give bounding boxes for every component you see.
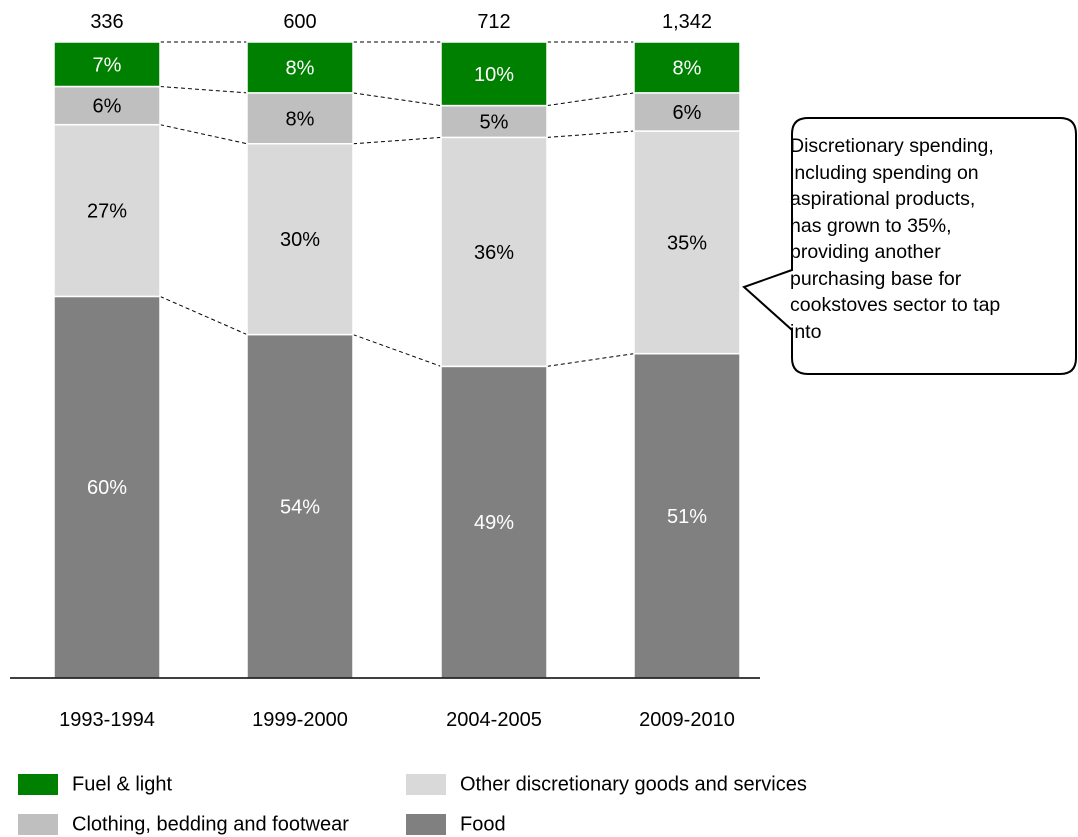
segment-label: 36% [474, 242, 514, 264]
connector-lines [159, 41, 635, 367]
legend-item-food: Food [406, 812, 506, 837]
callout-line: aspirational products, [790, 188, 976, 210]
segment-label: 30% [280, 229, 320, 251]
segment-label: 49% [474, 512, 514, 534]
legend-swatch [406, 774, 446, 796]
legend-label: Fuel & light [72, 773, 173, 796]
total-label: 600 [283, 11, 316, 33]
bar-segment [633, 352, 741, 679]
bars [53, 41, 741, 679]
legend-swatch [18, 814, 58, 836]
connector-line [546, 353, 635, 367]
segment-label: 51% [667, 506, 707, 528]
bar-segment [440, 41, 548, 107]
segment-label: 10% [474, 64, 514, 86]
bar-segment [633, 41, 741, 94]
callout-line: cookstoves sector to tap [790, 294, 1001, 316]
bar-segment [53, 41, 161, 88]
callout-line: including spending on [790, 161, 979, 184]
callout-line: has grown to 35%, [790, 214, 952, 237]
bar-segment [633, 92, 741, 132]
bar-segment [440, 365, 548, 679]
callout-line: providing another [790, 241, 941, 263]
connector-line [352, 334, 442, 367]
total-label: 336 [90, 11, 123, 33]
legend-item-clothing: Clothing, bedding and footwear [18, 812, 349, 837]
legend-item-other-discretionary: Other discretionary goods and services [406, 772, 807, 797]
connector-line [159, 295, 248, 336]
bar-segment [633, 130, 741, 355]
bar-segment [246, 92, 354, 145]
total-label: 1,342 [662, 11, 712, 33]
segment-label: 8% [673, 57, 702, 79]
segment-label: 8% [286, 108, 315, 130]
x-tick-label: 2004-2005 [446, 709, 542, 731]
segment-label: 54% [280, 496, 320, 518]
bar-segment [53, 85, 161, 126]
segment-label: 7% [93, 54, 122, 76]
legend-item-fuel-light: Fuel & light [18, 772, 172, 797]
callout-line: purchasing base for [790, 267, 962, 290]
legend-label: Clothing, bedding and footwear [72, 813, 349, 836]
segment-label: 60% [87, 477, 127, 499]
bar-segment [246, 143, 354, 336]
segment-labels: 60% 27% 6% 7% 54% 30% 8% 8% 49% 36% 5% 10% 51% 35% 6% 8… [87, 54, 707, 534]
x-tick-label: 1993-1994 [59, 709, 155, 731]
connector-line [352, 92, 442, 107]
bar-segment [440, 136, 548, 368]
callout-text: Discretionary spending, including spendi… [790, 133, 1075, 345]
legend-swatch [406, 814, 446, 836]
connector-line [159, 124, 248, 145]
bar-segment [440, 104, 548, 139]
segment-label: 5% [480, 112, 509, 134]
connector-line [546, 130, 635, 138]
bar-segment [246, 41, 354, 94]
callout-line: into [790, 320, 822, 343]
total-labels: 336 600 712 1,342 [90, 11, 712, 33]
connector-line [159, 86, 248, 94]
connector-line [352, 136, 442, 145]
total-label: 712 [477, 11, 510, 33]
legend-swatch [18, 774, 58, 796]
x-tick-label: 1999-2000 [252, 709, 348, 731]
bar-segment [53, 295, 161, 679]
legend-label: Other discretionary goods and services [460, 773, 807, 796]
segment-label: 27% [87, 201, 127, 223]
segment-label: 6% [93, 96, 122, 118]
connector-line [546, 92, 635, 107]
callout-bubble [742, 117, 1077, 375]
x-tick-label: 2009-2010 [639, 709, 735, 731]
legend-label: Food [460, 813, 506, 836]
segment-label: 6% [673, 102, 702, 124]
x-tick-labels: 1993-1994 1999-2000 2004-2005 2009-2010 [59, 709, 735, 731]
segment-label: 35% [667, 232, 707, 254]
callout-line: Discretionary spending, [790, 135, 994, 157]
segment-label: 8% [286, 57, 315, 79]
